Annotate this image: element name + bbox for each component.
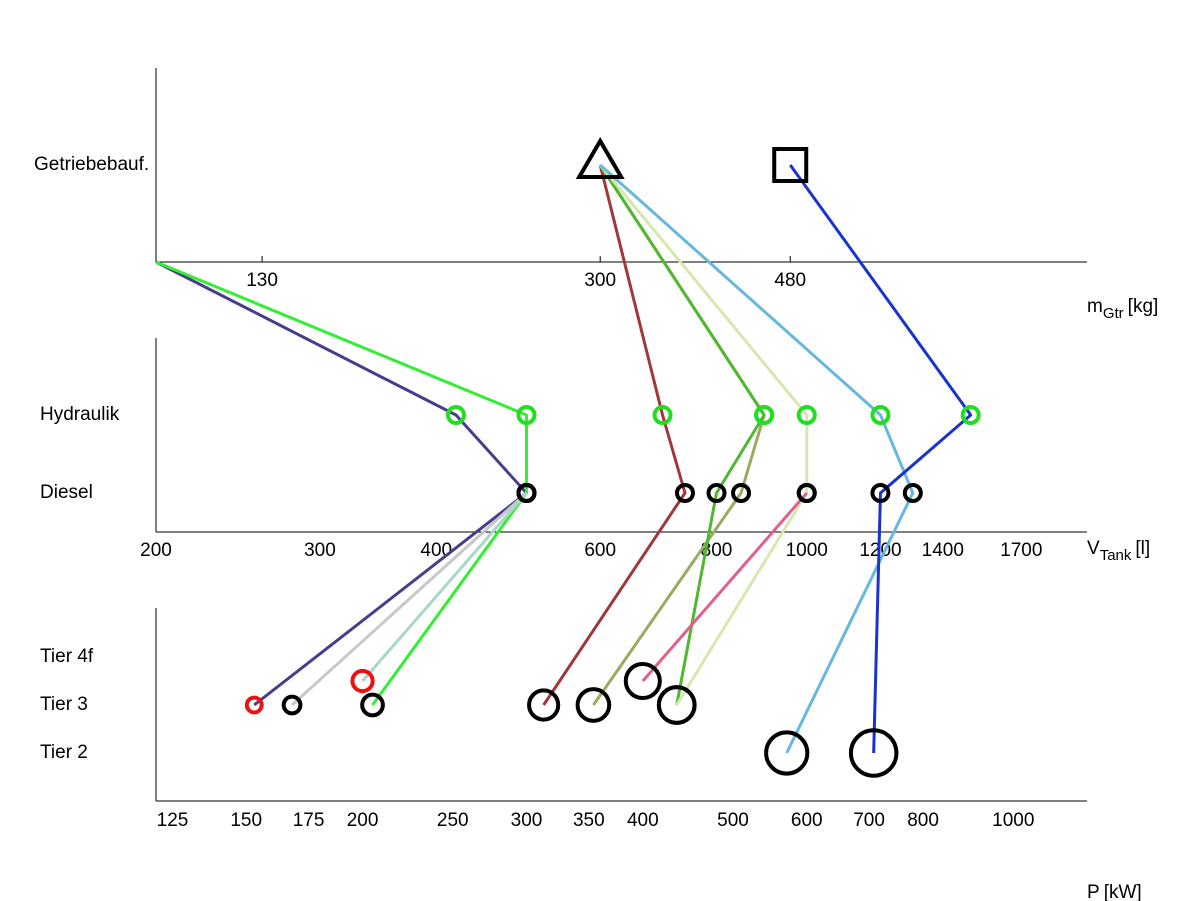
- level-label: Tier 4f: [40, 646, 94, 667]
- power-marker: [764, 730, 810, 776]
- series-line: [155, 260, 528, 707]
- diesel-marker: [516, 483, 537, 503]
- label-sub: Tank: [1100, 547, 1132, 564]
- label-main: P: [1087, 882, 1100, 901]
- label-main: V: [1087, 538, 1100, 559]
- power-marker: [848, 728, 899, 778]
- diesel-marker: [731, 483, 752, 503]
- level-label: Diesel: [40, 482, 93, 503]
- diesel-marker: [796, 483, 817, 503]
- x-tick-label: 200: [347, 810, 379, 831]
- x-tick-label: 200: [140, 540, 172, 561]
- x-axis-label: mGtr [kg]: [1087, 296, 1158, 322]
- series-line: [789, 164, 973, 754]
- hydraulik-marker: [870, 405, 891, 425]
- x-tick-label: 600: [791, 810, 823, 831]
- x-tick-label: 1200: [859, 540, 901, 561]
- x-tick-label: 1000: [786, 540, 828, 561]
- series-line: [361, 492, 528, 682]
- level-label: Getriebebauf.: [34, 154, 149, 175]
- series-line: [598, 164, 766, 706]
- hydraulik-marker: [445, 405, 466, 425]
- x-tick-label: 300: [304, 540, 336, 561]
- x-tick-label: 1700: [1000, 540, 1042, 561]
- x-tick-label: 1000: [992, 810, 1034, 831]
- x-tick-label: 175: [293, 810, 325, 831]
- diesel-marker: [706, 483, 727, 503]
- hydraulik-marker: [652, 405, 673, 425]
- power-marker: [360, 692, 385, 718]
- label-unit: [l]: [1135, 538, 1150, 559]
- x-tick-label: 480: [774, 270, 806, 291]
- x-tick-label: 800: [907, 810, 939, 831]
- hydraulik-marker: [516, 405, 537, 425]
- series-line: [291, 491, 528, 707]
- x-axis-label: P [kW]: [1087, 882, 1142, 901]
- series-line: [599, 163, 915, 754]
- gear-marker: [772, 147, 809, 183]
- hydraulik-marker: [754, 405, 775, 425]
- label-main: m: [1087, 296, 1103, 317]
- label-unit: [kg]: [1128, 296, 1159, 317]
- power-marker: [244, 695, 264, 715]
- x-tick-label: 300: [584, 270, 616, 291]
- power-marker: [623, 661, 662, 701]
- x-tick-label: 350: [573, 810, 605, 831]
- x-tick-label: 400: [420, 540, 452, 561]
- hydraulik-marker: [796, 405, 817, 425]
- x-tick-label: 150: [230, 810, 262, 831]
- x-tick-label: 1400: [922, 540, 964, 561]
- x-tick-label: 800: [701, 540, 733, 561]
- diesel-marker: [870, 483, 891, 503]
- power-marker: [350, 668, 375, 694]
- x-tick-label: 600: [584, 540, 616, 561]
- series-line: [641, 492, 808, 682]
- level-label: Hydraulik: [40, 404, 120, 425]
- power-marker: [281, 694, 303, 716]
- x-tick-label: 125: [157, 810, 189, 831]
- x-tick-label: 300: [511, 810, 543, 831]
- gear-marker: [575, 137, 625, 179]
- power-marker: [656, 685, 697, 725]
- x-tick-label: 700: [853, 810, 885, 831]
- x-tick-label: 400: [627, 810, 659, 831]
- hydraulik-marker: [960, 405, 981, 425]
- level-label: Tier 3: [40, 694, 88, 715]
- series-line: [599, 164, 809, 706]
- diesel-marker: [902, 483, 923, 503]
- series-line: [542, 164, 687, 706]
- series-line: [155, 260, 528, 706]
- x-tick-label: 130: [246, 270, 278, 291]
- x-tick-label: 250: [437, 810, 469, 831]
- power-marker: [527, 688, 561, 722]
- level-label: Tier 2: [40, 742, 88, 763]
- diesel-marker: [674, 483, 695, 503]
- x-axis-label: VTank [l]: [1087, 538, 1150, 564]
- x-tick-label: 500: [717, 810, 749, 831]
- label-sub: Gtr: [1103, 305, 1124, 322]
- power-marker: [575, 687, 612, 723]
- label-unit: [kW]: [1104, 882, 1142, 901]
